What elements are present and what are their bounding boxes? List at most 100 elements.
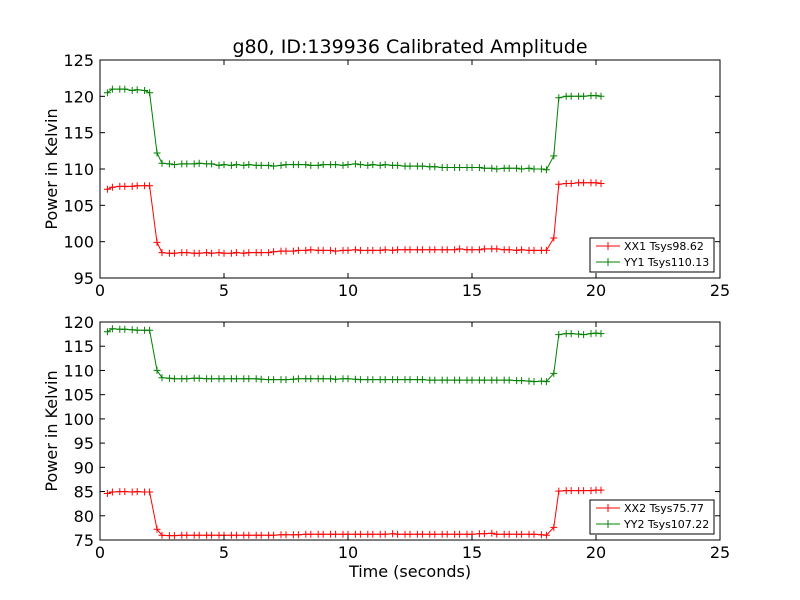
bottom-x-tick-label: 0 (95, 543, 105, 562)
top-series-xx1-point (282, 247, 290, 255)
top-series-xx1-point (215, 249, 223, 257)
top-series-yy1-point (381, 161, 389, 169)
top-y-tick-label: 105 (63, 196, 94, 215)
top-series-xx1-point (369, 246, 377, 254)
top-x-tick-label: 25 (710, 281, 730, 300)
top-series-yy1-point (376, 161, 384, 169)
top-series-yy1-point (146, 89, 154, 97)
bottom-series-yy2-point (103, 328, 111, 336)
bottom-x-tick-label: 15 (462, 543, 482, 562)
bottom-series-yy2-point (456, 376, 464, 384)
bottom-series-yy2-point (133, 326, 141, 334)
top-series-yy1-point (537, 165, 545, 173)
top-series-yy1-point (245, 161, 253, 169)
top-series-xx1-point (170, 249, 178, 257)
top-series-xx1-point (530, 246, 538, 254)
top-series-xx1-point (203, 249, 211, 257)
bottom-series-xx2-point (319, 530, 327, 538)
bottom-legend-label-yy2: YY2 Tsys107.22 (623, 518, 709, 531)
top-series-yy1-point (530, 165, 538, 173)
top-legend-label-xx1: XX1 Tsys98.62 (624, 240, 704, 253)
bottom-y-tick-label: 120 (63, 313, 94, 332)
top-series-yy1-point (319, 161, 327, 169)
bottom-legend-marker-xx2 (604, 504, 612, 512)
top-series-xx1-point (245, 249, 253, 257)
bottom-series-yy2-point (480, 376, 488, 384)
top-series-xx1-point (183, 249, 191, 257)
top-series-yy1-point (525, 164, 533, 172)
bottom-plot-frame (99, 321, 721, 541)
bottom-series-xx2-point (153, 525, 161, 533)
bottom-series-xx2-point (146, 488, 154, 496)
top-series-yy1-point (227, 161, 235, 169)
top-series-xx1-point (327, 246, 335, 254)
bottom-series-yy2-point (555, 331, 563, 339)
bottom-series-xx2-point (488, 529, 496, 537)
top-y-tick-label: 100 (63, 233, 94, 252)
bottom-series-xx2-point (232, 531, 240, 539)
top-series-xx1-point (208, 249, 216, 257)
top-series-yy1-point (418, 162, 426, 170)
bottom-series-xx2-point (505, 530, 513, 538)
top-series-xx1-point (468, 246, 476, 254)
bottom-series-yy2-point (530, 378, 538, 386)
top-series-yy1-point (265, 161, 273, 169)
bottom-series-xx2-point (394, 530, 402, 538)
bottom-x-tick-label: 10 (338, 543, 358, 562)
bottom-series-yy2-point (418, 376, 426, 384)
bottom-series-xx2-point (183, 531, 191, 539)
top-series-yy1-point (550, 152, 558, 160)
top-series-yy1-point (282, 161, 290, 169)
top-series-xx1-point (555, 180, 563, 188)
bottom-series-yy2-point (195, 374, 203, 382)
top-series-xx1-point (227, 249, 235, 257)
bottom-series-xx2-point (369, 530, 377, 538)
top-series-xx1-point (133, 182, 141, 190)
bottom-y-tick-label: 85 (74, 483, 94, 502)
top-series-xx1-point (240, 249, 248, 257)
bottom-series-yy2-point (381, 376, 389, 384)
top-subplot: 0 5 10 15 20 25 95 100 105 110 115 120 125 Power in … (42, 51, 730, 300)
top-series-yy1-point (475, 164, 483, 171)
bottom-series-yy2-point (121, 325, 129, 333)
bottom-y-tick-label: 105 (63, 386, 94, 405)
bottom-series-yy2-point (394, 376, 402, 384)
top-series-xx1-point (592, 179, 600, 187)
top-series-xx1-point (513, 246, 521, 254)
top-series-yy1-point (351, 160, 359, 168)
top-series-yy1-point (153, 149, 161, 157)
bottom-series-yy2-point (146, 326, 154, 334)
top-y-tick-label: 115 (63, 124, 94, 143)
bottom-series-yy2-point (183, 375, 191, 383)
top-series-xx1-point (597, 180, 605, 187)
top-series-yy1-point (103, 89, 111, 97)
top-series-yy1-point (165, 160, 173, 168)
top-series-xx1-point (493, 245, 501, 253)
top-series-xx1-point (431, 246, 439, 254)
top-y-tick-label: 120 (63, 87, 94, 106)
bottom-series-xx2-point (307, 530, 315, 538)
bottom-series-yy2-point (270, 376, 278, 384)
top-series-yy1-point (232, 161, 240, 169)
bottom-series-xx2-point (555, 487, 563, 495)
top-series-xx1-point (475, 246, 483, 254)
x-axis-label: Time (seconds) (348, 562, 471, 581)
top-series-yy1-point (493, 165, 501, 173)
bottom-series-yy2-point (567, 330, 575, 338)
top-series-yy1-point (128, 87, 136, 94)
top-series-yy1-point (468, 164, 476, 171)
top-series-xx1-point (307, 246, 315, 254)
top-x-tick-label: 15 (462, 281, 482, 300)
bottom-series-yy2-point (307, 375, 315, 383)
bottom-series-yy2-point (108, 325, 116, 333)
bottom-series-yy2-point (232, 375, 240, 383)
top-plot-ticks: 0 5 10 15 20 25 95 100 105 110 115 120 125 (63, 51, 730, 300)
top-series-yy1-point (195, 159, 203, 167)
top-series-xx1-point (456, 245, 464, 253)
bottom-series-yy2-point (580, 331, 588, 339)
top-series-yy1-point (356, 161, 364, 169)
top-y-tick-label: 95 (74, 269, 94, 288)
bottom-series-xx2-point (418, 530, 426, 538)
top-series-yy1-point (190, 160, 198, 168)
top-series-xx1-point (389, 246, 397, 254)
